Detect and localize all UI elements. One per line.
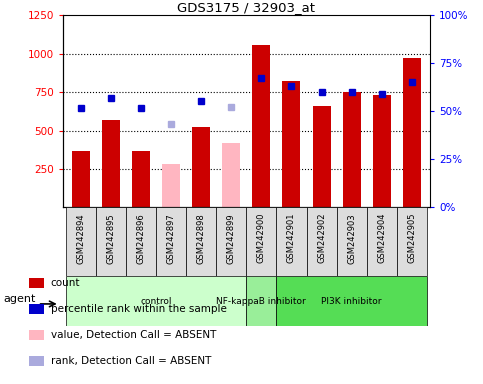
Bar [28, 278, 44, 288]
Bar [132, 151, 150, 207]
Bar [276, 207, 307, 276]
Bar [28, 330, 44, 340]
Bar [126, 207, 156, 276]
Text: NF-kappaB inhibitor: NF-kappaB inhibitor [216, 297, 306, 306]
Text: rank, Detection Call = ABSENT: rank, Detection Call = ABSENT [51, 356, 211, 366]
Text: GSM242900: GSM242900 [257, 213, 266, 263]
Bar [186, 207, 216, 276]
Text: count: count [51, 278, 80, 288]
Bar [307, 207, 337, 276]
Text: GSM242897: GSM242897 [167, 213, 176, 264]
Bar [342, 92, 361, 207]
Bar [403, 58, 421, 207]
Bar [66, 276, 246, 326]
Bar [156, 207, 186, 276]
Bar [96, 207, 126, 276]
Bar [216, 207, 246, 276]
Bar [252, 45, 270, 207]
Text: GSM242894: GSM242894 [76, 213, 85, 263]
Bar [72, 151, 90, 207]
Text: agent: agent [3, 294, 36, 304]
Bar [283, 81, 300, 207]
Text: percentile rank within the sample: percentile rank within the sample [51, 304, 227, 314]
Text: value, Detection Call = ABSENT: value, Detection Call = ABSENT [51, 330, 216, 340]
Bar [337, 207, 367, 276]
Text: GSM242903: GSM242903 [347, 213, 356, 263]
Text: GSM242896: GSM242896 [137, 213, 145, 264]
Text: GSM242902: GSM242902 [317, 213, 326, 263]
Bar [162, 164, 180, 207]
Text: PI3K inhibitor: PI3K inhibitor [321, 297, 382, 306]
Bar [373, 95, 391, 207]
Bar [397, 207, 427, 276]
Bar [28, 304, 44, 314]
Title: GDS3175 / 32903_at: GDS3175 / 32903_at [177, 1, 315, 14]
Text: GSM242895: GSM242895 [106, 213, 115, 263]
Bar [246, 276, 276, 326]
Text: GSM242901: GSM242901 [287, 213, 296, 263]
Bar [222, 143, 241, 207]
Bar [66, 207, 96, 276]
Bar [192, 127, 210, 207]
Text: control: control [141, 297, 172, 306]
Bar [102, 120, 120, 207]
Bar [313, 106, 330, 207]
Bar [367, 207, 397, 276]
Text: GSM242898: GSM242898 [197, 213, 206, 264]
Text: GSM242899: GSM242899 [227, 213, 236, 263]
Bar [276, 276, 427, 326]
Bar [28, 356, 44, 366]
Text: GSM242905: GSM242905 [407, 213, 416, 263]
Text: GSM242904: GSM242904 [377, 213, 386, 263]
Bar [246, 207, 276, 276]
